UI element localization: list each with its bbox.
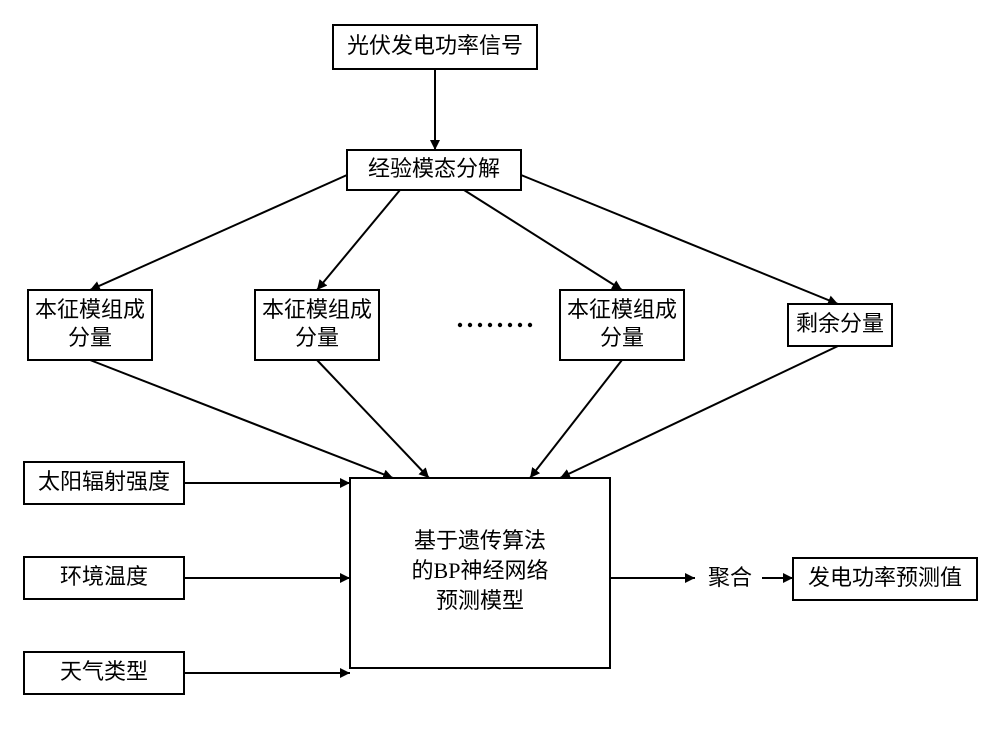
ellipsis-dot [518, 323, 522, 327]
edge [560, 346, 838, 478]
node-top: 光伏发电功率信号 [333, 25, 537, 69]
ellipsis-dot [528, 323, 532, 327]
node-imf3-label-1: 本征模组成 [567, 297, 677, 322]
node-resid-label: 剩余分量 [796, 311, 884, 336]
node-in1: 太阳辐射强度 [24, 462, 184, 504]
edge [317, 360, 429, 478]
node-in3: 天气类型 [24, 652, 184, 694]
node-in1-label: 太阳辐射强度 [38, 469, 170, 494]
node-in2-label: 环境温度 [60, 564, 148, 589]
node-top-label: 光伏发电功率信号 [347, 33, 523, 58]
ellipsis-dot [458, 323, 462, 327]
edge [464, 190, 622, 290]
node-resid: 剩余分量 [788, 304, 892, 346]
node-model-label-1: 基于遗传算法 [414, 528, 546, 553]
ellipsis-dot [468, 323, 472, 327]
ellipsis-dot [498, 323, 502, 327]
node-in2: 环境温度 [24, 557, 184, 599]
node-imf2-label-1: 本征模组成 [262, 297, 372, 322]
edge [317, 190, 400, 290]
ellipsis-dot [488, 323, 492, 327]
node-out-label: 发电功率预测值 [808, 565, 962, 590]
edge [530, 360, 622, 478]
node-in3-label: 天气类型 [60, 659, 148, 684]
node-imf1-label-1: 本征模组成 [35, 297, 145, 322]
edge [521, 175, 838, 304]
node-model: 基于遗传算法的BP神经网络预测模型 [350, 478, 610, 668]
node-model-label-2: 的BP神经网络 [412, 558, 549, 583]
node-agg-label: 聚合 [708, 565, 752, 590]
edge [90, 175, 347, 290]
node-emd-label: 经验模态分解 [368, 156, 500, 181]
node-imf1: 本征模组成分量 [28, 290, 152, 360]
node-imf2-label-2: 分量 [295, 325, 339, 350]
node-imf3: 本征模组成分量 [560, 290, 684, 360]
edge [90, 360, 393, 478]
node-imf3-label-2: 分量 [600, 325, 644, 350]
node-model-label-3: 预测模型 [436, 588, 524, 613]
node-agg: 聚合 [708, 565, 752, 590]
node-imf2: 本征模组成分量 [255, 290, 379, 360]
ellipsis-dot [478, 323, 482, 327]
ellipsis-dot [508, 323, 512, 327]
node-emd: 经验模态分解 [347, 150, 521, 190]
node-imf1-label-2: 分量 [68, 325, 112, 350]
node-out: 发电功率预测值 [793, 558, 977, 600]
